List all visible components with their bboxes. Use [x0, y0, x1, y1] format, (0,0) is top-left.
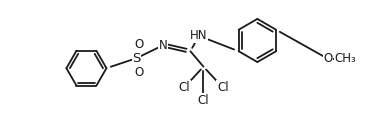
Text: S: S: [132, 52, 141, 65]
Text: Cl: Cl: [217, 81, 229, 94]
Text: N: N: [159, 39, 168, 52]
Text: HN: HN: [190, 29, 208, 42]
Text: O: O: [134, 66, 144, 79]
Text: CH₃: CH₃: [334, 52, 356, 65]
Text: Cl: Cl: [178, 81, 190, 94]
Text: O: O: [134, 38, 144, 51]
Text: Cl: Cl: [197, 94, 209, 107]
Text: O: O: [324, 52, 333, 65]
